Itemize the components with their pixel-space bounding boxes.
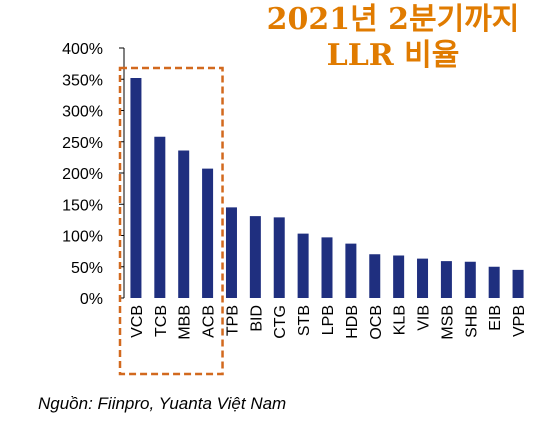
x-tick-label-tcb: TCB <box>153 305 170 337</box>
x-tick-label-lpb: LPB <box>320 305 337 335</box>
bar-ocb <box>369 254 381 298</box>
x-tick-label-shb: SHB <box>463 305 480 338</box>
bar-tcb <box>154 136 166 298</box>
bar-bid <box>249 216 261 298</box>
bar-msb <box>440 261 452 298</box>
bar-mbb <box>178 150 190 298</box>
bar-eib <box>488 266 500 298</box>
bar-klb <box>393 255 405 298</box>
x-tick-label-bid: BID <box>248 305 265 332</box>
y-tick-label: 150% <box>62 197 103 214</box>
x-tick-label-klb: KLB <box>392 305 409 335</box>
x-tick-label-ctg: CTG <box>272 305 289 339</box>
bar-vcb <box>130 78 142 298</box>
bar-stb <box>297 233 309 298</box>
chart-title: 2021년 2분기까지 LLR 비율 <box>228 2 557 74</box>
bar-vib <box>417 258 429 298</box>
y-tick-label: 350% <box>62 72 103 89</box>
x-tick-label-mbb: MBB <box>177 305 194 340</box>
x-tick-label-msb: MSB <box>439 305 456 340</box>
x-tick-label-vpb: VPB <box>511 305 528 337</box>
x-tick-label-tpb: TPB <box>224 305 241 336</box>
bar-shb <box>464 261 476 298</box>
bar-vpb <box>512 269 524 298</box>
x-tick-label-ocb: OCB <box>368 305 385 340</box>
y-tick-label: 200% <box>62 166 103 183</box>
bar-lpb <box>321 237 333 298</box>
bar-acb <box>202 168 214 298</box>
y-tick-label: 100% <box>62 229 103 246</box>
highlight-box <box>118 66 224 376</box>
source-note: Nguồn: Fiinpro, Yuanta Việt Nam <box>38 394 287 413</box>
bar-hdb <box>345 243 357 298</box>
y-tick-label: 0% <box>80 291 103 308</box>
x-tick-label-stb: STB <box>296 305 313 336</box>
x-tick-label-vib: VIB <box>416 305 433 331</box>
x-tick-label-vcb: VCB <box>129 305 146 338</box>
bar-tpb <box>225 207 237 298</box>
chart-title-line-2: LLR 비율 <box>326 38 460 73</box>
y-tick-label: 250% <box>62 135 103 152</box>
x-tick-label-eib: EIB <box>487 305 504 331</box>
bar-ctg <box>273 217 285 298</box>
y-tick-label: 400% <box>62 41 103 58</box>
chart-title-line-1: 2021년 2분기까지 <box>266 2 520 37</box>
y-tick-label: 300% <box>62 104 103 121</box>
x-tick-label-acb: ACB <box>201 305 218 338</box>
x-tick-label-hdb: HDB <box>344 305 361 339</box>
y-tick-label: 50% <box>71 260 103 277</box>
